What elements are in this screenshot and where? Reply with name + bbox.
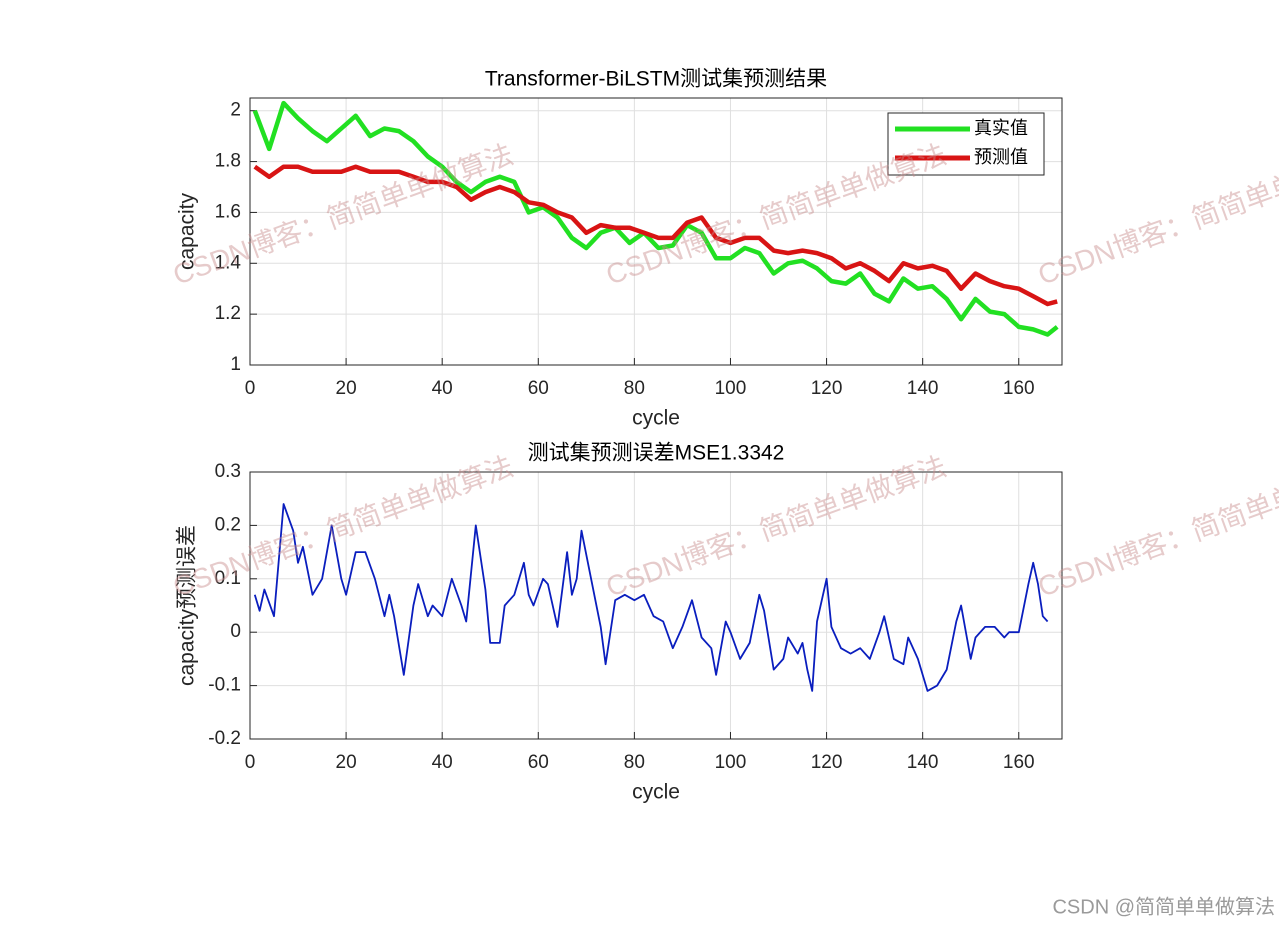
x-tick-label: 160 [1003,378,1035,399]
data-line [253,503,1049,692]
x-tick-label: 60 [528,378,549,399]
x-tick-label: 140 [907,752,939,773]
y-tick-label: 0.1 [215,568,241,589]
y-tick-label: 2 [230,100,241,121]
y-tick-label: 1.2 [215,303,241,324]
axes-box [249,471,1063,740]
x-tick-label: 20 [336,752,357,773]
x-tick-label: 160 [1003,752,1035,773]
plot-area [250,472,1062,739]
y-tick-label: 1.6 [215,201,241,222]
y-tick-label: 1.8 [215,151,241,172]
x-tick-label: 20 [336,378,357,399]
x-tick-label: 120 [811,378,843,399]
x-tick-label: 140 [907,378,939,399]
y-tick-label: 0 [230,621,241,642]
x-tick-label: 60 [528,752,549,773]
x-tick-label: 100 [715,378,747,399]
x-tick-label: 40 [432,378,453,399]
x-tick-label: 0 [245,752,256,773]
y-tick-label: -0.1 [208,675,241,696]
data-line [253,164,1058,307]
x-axis-label: cycle [632,781,680,804]
chart-title: 测试集预测误差MSE1.3342 [528,442,785,465]
y-tick-label: 1.4 [215,252,242,273]
y-axis-label: capacity预测误差 [176,525,199,686]
axes-box [249,97,1063,366]
legend-box [887,112,1045,176]
y-tick-label: -0.2 [208,728,241,749]
footer: CSDN @简简单单做算法 [1052,895,1275,918]
watermark: CSDN博客：简简单单做算法 [1034,451,1279,603]
watermark: CSDN博客：简简单单做算法 [1034,139,1279,291]
x-tick-label: 120 [811,752,843,773]
chart-title: Transformer-BiLSTM测试集预测结果 [485,68,827,91]
x-tick-label: 0 [245,378,256,399]
x-tick-label: 40 [432,752,453,773]
y-tick-label: 0.2 [215,514,241,535]
x-tick-label: 80 [624,752,645,773]
x-tick-label: 80 [624,378,645,399]
y-axis-label: capacity [176,192,199,270]
data-line [252,100,1059,337]
legend-label: 预测值 [974,147,1028,168]
x-axis-label: cycle [632,407,680,430]
y-tick-label: 0.3 [215,461,241,482]
x-tick-label: 100 [715,752,747,773]
y-tick-label: 1 [230,354,241,375]
legend-label: 真实值 [974,118,1028,139]
